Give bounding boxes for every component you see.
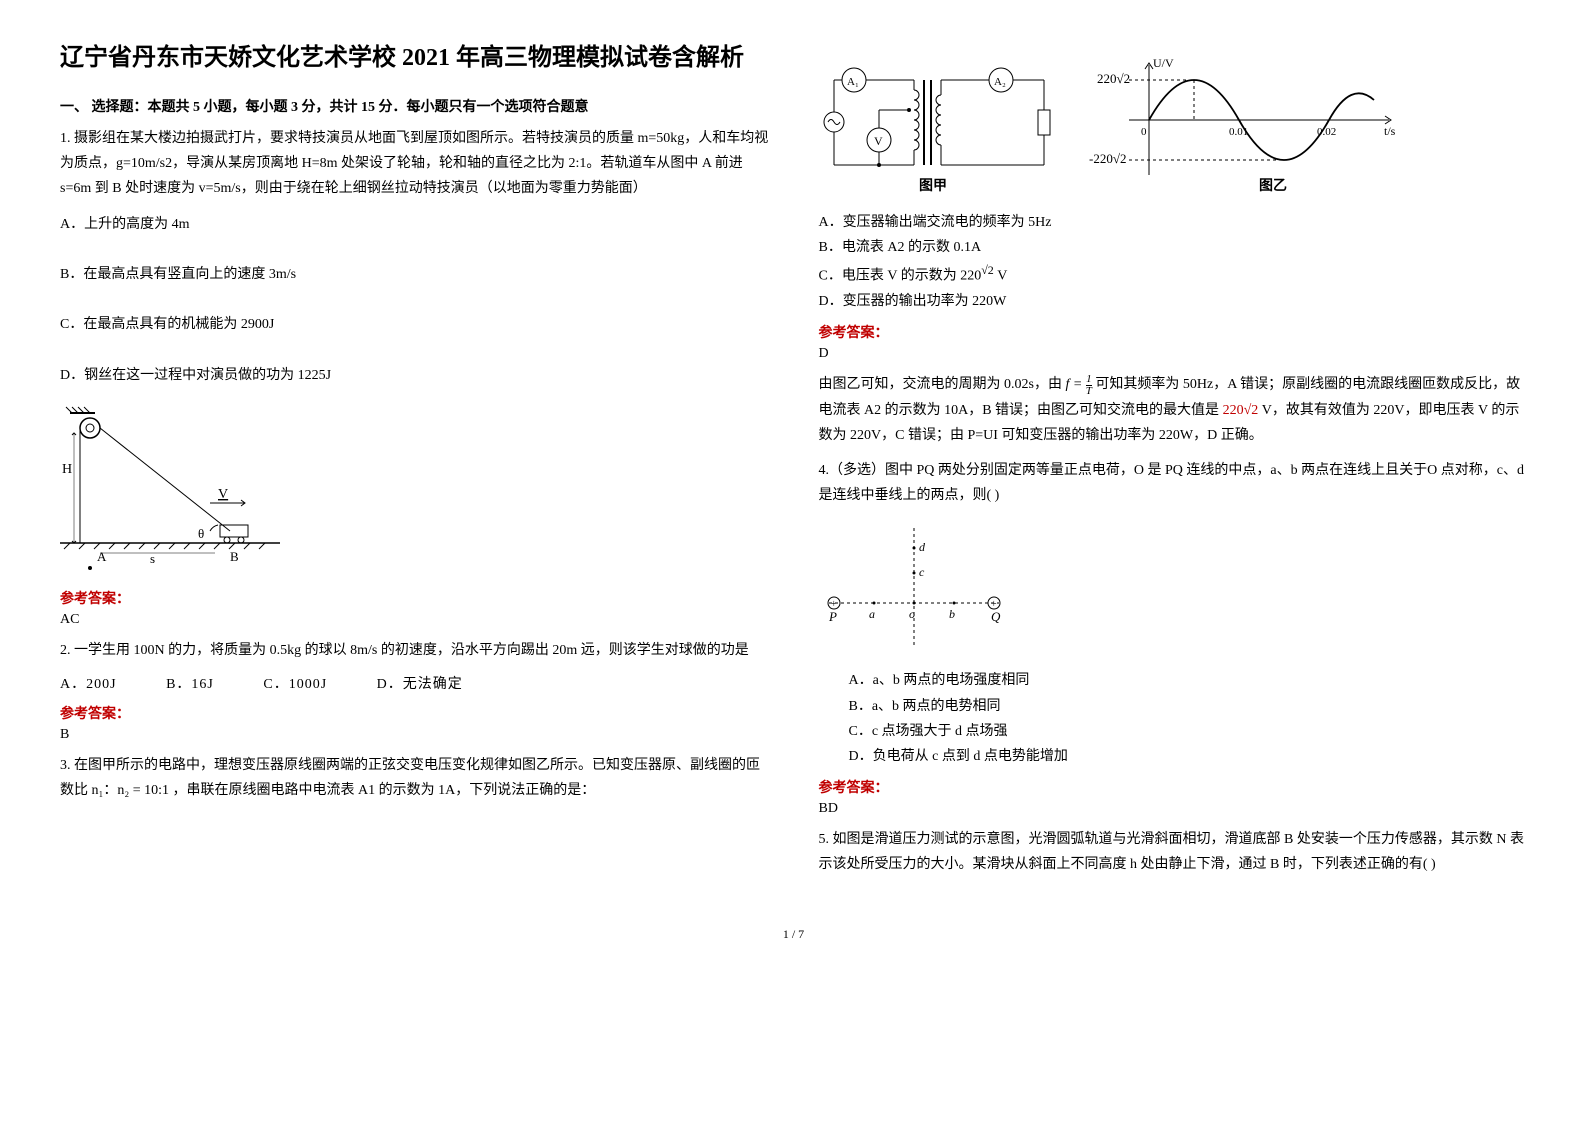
q2-options: A．200J B．16J C．1000J D．无法确定: [60, 673, 769, 693]
wave-x2: 0.02: [1317, 126, 1336, 138]
circuit-V: V: [874, 134, 883, 148]
question-2: 2. 一学生用 100N 的力，将质量为 0.5kg 的球以 8m/s 的初速度…: [60, 638, 769, 663]
q3-answer-label: 参考答案：: [819, 322, 1528, 342]
fig4-Q: Q: [991, 609, 1001, 624]
figure-q3: A₁: [819, 55, 1528, 195]
q2-optA: A．200J: [60, 677, 117, 692]
q4-optB: B．a、b 两点的电势相同: [849, 694, 1528, 719]
q4-options: A．a、b 两点的电场强度相同 B．a、b 两点的电势相同 C．c 点场强大于 …: [849, 668, 1528, 769]
q1-optD: D．钢丝在这一过程中对演员做的功为 1225J: [60, 363, 769, 388]
q1-options: A．上升的高度为 4m B．在最高点具有竖直向上的速度 3m/s C．在最高点具…: [60, 212, 769, 388]
q1-answer: AC: [60, 612, 769, 628]
fig1-s: s: [150, 551, 155, 566]
q3-optB: B．电流表 A2 的示数 0.1A: [819, 235, 1528, 260]
q3-explanation: 由图乙可知，交流电的周期为 0.02s，由 f = 1T 可知其频率为 50Hz…: [819, 372, 1528, 448]
q4-optA: A．a、b 两点的电场强度相同: [849, 668, 1528, 693]
q1-optC: C．在最高点具有的机械能为 2900J: [60, 312, 769, 337]
fig4-a: a: [869, 607, 875, 621]
fig1-V: V: [218, 487, 228, 502]
question-4: 4.（多选）图中 PQ 两处分别固定两等量正点电荷，O 是 PQ 连线的中点，a…: [819, 458, 1528, 508]
figure-q1: H: [60, 403, 769, 573]
q2-answer-label: 参考答案：: [60, 703, 769, 723]
q2-optD: D．无法确定: [377, 677, 463, 692]
fig4-c: c: [919, 565, 925, 579]
figure-circuit: A₁: [819, 55, 1059, 195]
q3-optD: D．变压器的输出功率为 220W: [819, 289, 1528, 314]
wave-x1: 0.01: [1229, 126, 1248, 138]
q3-optC: C．电压表 V 的示数为 220√2 V: [819, 260, 1528, 289]
q1-answer-label: 参考答案：: [60, 588, 769, 608]
q1-stem: 1. 摄影组在某大楼边拍摄武打片，要求特技演员从地面飞到屋顶如图所示。若特技演员…: [60, 131, 768, 196]
q2-answer: B: [60, 727, 769, 743]
wave-caption: 图乙: [1259, 178, 1287, 194]
q1-optB: B．在最高点具有竖直向上的速度 3m/s: [60, 262, 769, 287]
fig4-o: o: [909, 607, 915, 621]
q4-optC: C．c 点场强大于 d 点场强: [849, 719, 1528, 744]
question-5: 5. 如图是滑道压力测试的示意图，光滑圆弧轨道与光滑斜面相切，滑道底部 B 处安…: [819, 827, 1528, 877]
q3-optA: A．变压器输出端交流电的频率为 5Hz: [819, 210, 1528, 235]
page-number: 1 / 7: [60, 927, 1527, 942]
right-column: A₁: [819, 40, 1528, 887]
q4-answer-label: 参考答案：: [819, 777, 1528, 797]
question-3: 3. 在图甲所示的电路中，理想变压器原线圈两端的正弦交变电压变化规律如图乙所示。…: [60, 753, 769, 803]
q4-optD: D．负电荷从 c 点到 d 点电势能增加: [849, 744, 1528, 769]
q2-optB: B．16J: [166, 677, 214, 692]
figure-wave: U/V t/s 220√2 -220√2 0.01 0.02 0 图乙: [1089, 55, 1409, 195]
wave-ymax: 220√2: [1097, 71, 1130, 86]
q3-ratio: n₁：n₂ = 10:1: [92, 783, 170, 798]
section1-heading: 一、 选择题：本题共 5 小题，每小题 3 分，共计 15 分．每小题只有一个选…: [60, 96, 769, 116]
circuit-A1: A₁: [847, 76, 859, 88]
fig4-d: d: [919, 540, 926, 554]
question-1: 1. 摄影组在某大楼边拍摄武打片，要求特技演员从地面飞到屋顶如图所示。若特技演员…: [60, 126, 769, 202]
fig1-B: B: [230, 549, 239, 564]
wave-ymin: -220√2: [1089, 151, 1126, 166]
document-title: 辽宁省丹东市天娇文化艺术学校 2021 年高三物理模拟试卷含解析: [60, 40, 769, 76]
q3-expl-val: 220√2: [1223, 403, 1259, 418]
fig1-A: A: [97, 549, 107, 564]
left-column: 辽宁省丹东市天娇文化艺术学校 2021 年高三物理模拟试卷含解析 一、 选择题：…: [60, 40, 769, 887]
fig4-b: b: [949, 607, 955, 621]
wave-xlabel: t/s: [1384, 124, 1396, 138]
wave-ylabel: U/V: [1153, 56, 1174, 70]
figure-q4: + P + Q a o b c d: [819, 523, 1528, 653]
fig1-theta: θ: [198, 526, 204, 541]
circuit-A2: A₂: [994, 76, 1006, 88]
fig1-H: H: [62, 462, 72, 477]
circuit-caption: 图甲: [919, 178, 947, 194]
q3-formula: f = 1T: [1065, 377, 1095, 392]
fig4-P: P: [828, 609, 837, 624]
wave-origin: 0: [1141, 126, 1147, 138]
q3-options: A．变压器输出端交流电的频率为 5Hz B．电流表 A2 的示数 0.1A C．…: [819, 210, 1528, 314]
q3-answer: D: [819, 346, 1528, 362]
q3-stem-part2: ，串联在原线圈电路中电流表 A1 的示数为 1A，下列说法正确的是：: [173, 783, 596, 798]
q4-answer: BD: [819, 801, 1528, 817]
q2-optC: C．1000J: [263, 677, 327, 692]
q1-optA: A．上升的高度为 4m: [60, 212, 769, 237]
